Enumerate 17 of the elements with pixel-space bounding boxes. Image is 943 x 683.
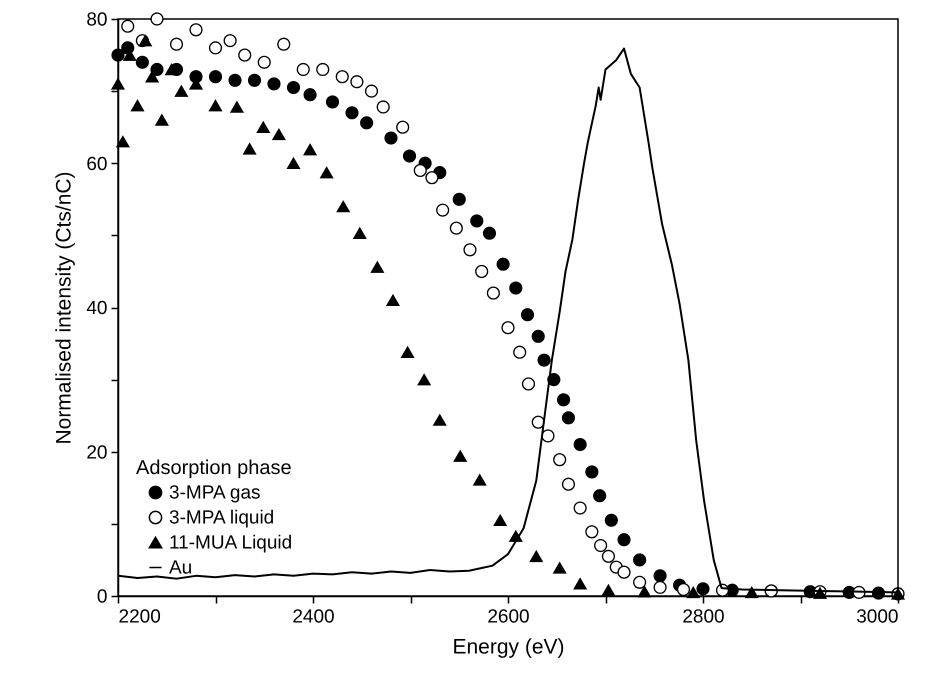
- legend-title: Adsorption phase: [136, 457, 292, 479]
- legend-label: Au: [169, 558, 192, 578]
- y-tick-label: 80: [86, 10, 108, 30]
- x-tick-label: 2400: [292, 606, 335, 628]
- x-axis-title: Energy (eV): [452, 636, 565, 658]
- y-tick-label: 60: [86, 154, 108, 175]
- x-tick-label: 2200: [118, 606, 161, 628]
- x-tick-label: 3000: [856, 606, 898, 628]
- y-tick-label: 0: [96, 586, 108, 608]
- y-axis-title: Normalised intensity (Cts/nC): [52, 171, 76, 445]
- legend-label: 11-MUA Liquid: [169, 532, 292, 554]
- legend-label: 3-MPA gas: [169, 482, 261, 504]
- x-tick-label: 2800: [682, 606, 725, 628]
- legend-label: 3-MPA liquid: [169, 508, 274, 528]
- y-tick-label: 20: [86, 442, 108, 464]
- y-tick-label: 40: [86, 298, 108, 319]
- x-tick-label: 2600: [487, 606, 530, 628]
